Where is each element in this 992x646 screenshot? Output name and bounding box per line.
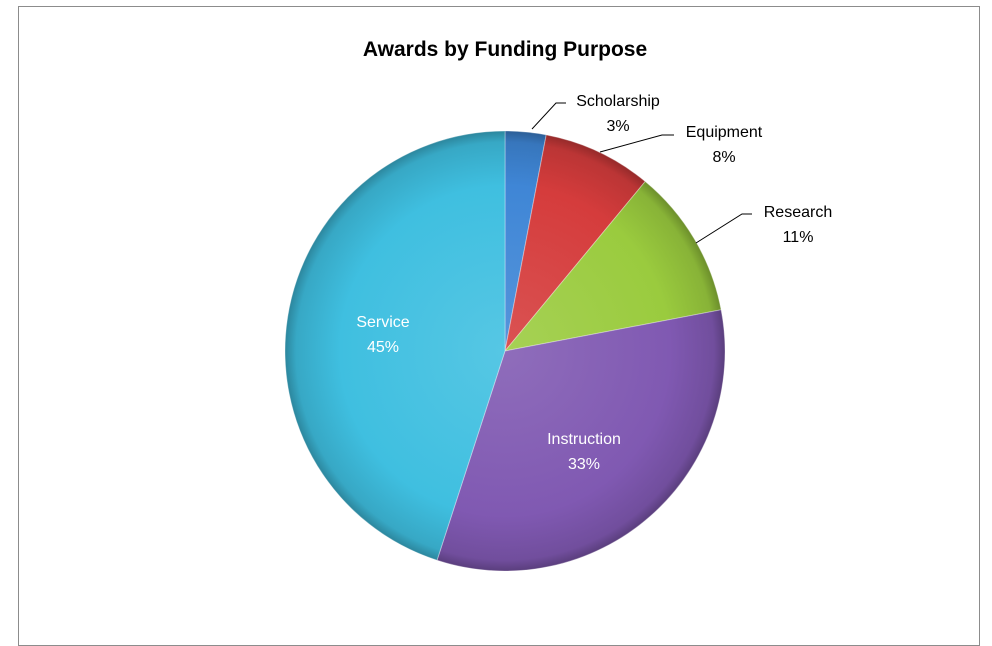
pie-slice-scholarship — [504, 130, 547, 352]
pie-slices — [284, 130, 726, 572]
slice-percent-research: 11% — [783, 229, 814, 246]
slice-labels: Scholarship 3% Equipment 8% Research 11% Instr… — [356, 93, 832, 473]
slice-label-equipment: Equipment — [686, 124, 763, 141]
slice-label-service: Service — [356, 314, 409, 331]
pie-slice-service — [284, 130, 506, 561]
leader-line-scholarship — [531, 102, 566, 130]
leader-line-research — [695, 213, 752, 244]
pie-chart: Awards by Funding Purpose Scholarship 3% E… — [284, 38, 832, 572]
slice-label-instruction: Instruction — [547, 431, 621, 448]
slice-percent-service: 45% — [367, 339, 399, 356]
leader-lines — [531, 102, 752, 244]
pie-slice-equipment — [504, 134, 646, 352]
slice-label-research: Research — [764, 204, 832, 221]
leader-line-equipment — [599, 134, 674, 153]
slice-percent-scholarship: 3% — [606, 118, 629, 135]
chart-title: Awards by Funding Purpose — [363, 38, 647, 61]
pie-slice-research — [503, 180, 722, 352]
slice-percent-equipment: 8% — [712, 149, 735, 166]
slice-percent-instruction: 33% — [568, 456, 600, 473]
slice-label-scholarship: Scholarship — [576, 93, 660, 110]
pie-slice-instruction — [436, 309, 726, 572]
